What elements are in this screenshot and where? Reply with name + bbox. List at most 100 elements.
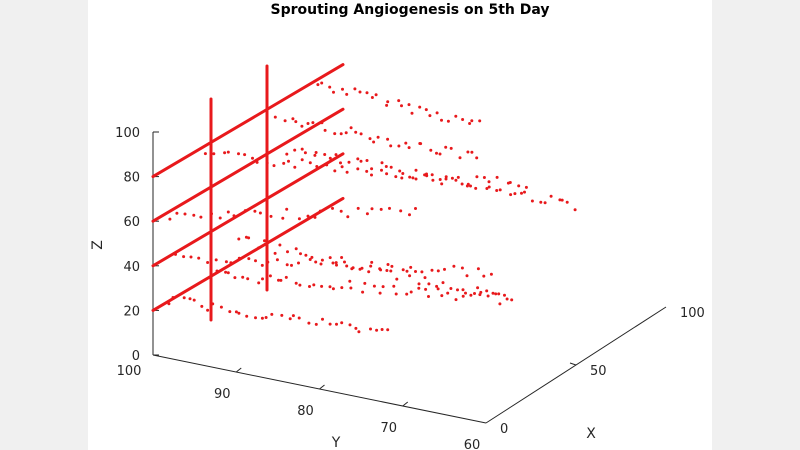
vessel-horizontal-line xyxy=(151,196,345,312)
sprout-point xyxy=(328,322,332,326)
sprout-point xyxy=(334,153,338,157)
sprout-point xyxy=(385,103,389,107)
y-axis-label: Y xyxy=(331,435,341,450)
sprout-point xyxy=(449,146,453,150)
sprout-point xyxy=(380,168,383,172)
sprout-point xyxy=(446,119,450,123)
sprout-point xyxy=(420,270,424,274)
z-tick-label: 20 xyxy=(123,304,140,319)
sprout-point xyxy=(359,132,363,136)
sprout-point xyxy=(234,310,238,314)
sprout-point xyxy=(424,287,428,291)
scatter-3d-plot: Sprouting Angiogenesis on 5th Day 0 20 40 6… xyxy=(90,2,705,450)
z-tick-label: 40 xyxy=(123,260,140,275)
sprout-point xyxy=(345,92,349,96)
sprout-point xyxy=(444,175,448,179)
sprout-point xyxy=(297,217,301,221)
sprout-point xyxy=(379,207,383,211)
sprout-point xyxy=(495,189,499,192)
sprout-point xyxy=(237,237,241,241)
sprout-point xyxy=(400,176,404,180)
sprout-point xyxy=(308,285,311,288)
y-tick-label: 100 xyxy=(117,364,142,379)
sprout-point xyxy=(346,215,350,219)
sprout-point xyxy=(523,190,526,194)
sprout-point xyxy=(392,284,396,288)
sprout-point xyxy=(440,294,444,298)
sprout-point xyxy=(369,327,372,331)
sprout-point xyxy=(491,291,495,295)
sprout-point xyxy=(475,175,479,179)
y-tick-label: 90 xyxy=(214,387,231,402)
sprout-point xyxy=(423,276,427,280)
sprout-point xyxy=(246,277,250,281)
sprout-point xyxy=(264,316,268,319)
sprout-point xyxy=(319,262,323,266)
sprout-point xyxy=(247,257,251,261)
sprout-point xyxy=(286,250,289,254)
sprout-point xyxy=(410,111,414,115)
sprout-point xyxy=(237,311,241,315)
y-tick-mark xyxy=(235,367,242,373)
sprout-point xyxy=(192,213,196,217)
sprout-point xyxy=(291,117,295,121)
sprout-point xyxy=(482,274,486,278)
x-tick-label: 100 xyxy=(680,306,705,321)
sprout-point xyxy=(399,209,403,213)
sprout-point xyxy=(461,118,465,121)
sprout-point xyxy=(333,132,337,136)
sprout-point xyxy=(334,261,338,265)
sprout-point xyxy=(495,175,499,179)
sprout-point xyxy=(385,172,389,176)
sprout-point xyxy=(300,147,304,151)
sprout-point xyxy=(409,290,413,294)
sprout-point xyxy=(206,261,210,264)
sprout-point xyxy=(443,267,446,271)
sprout-point xyxy=(438,178,442,181)
sprout-point xyxy=(389,144,393,148)
sprout-point xyxy=(365,91,369,95)
sprout-point xyxy=(308,161,312,165)
sprout-point xyxy=(339,209,343,213)
sprout-point xyxy=(389,269,393,273)
sprout-point xyxy=(212,152,216,156)
sprout-point xyxy=(354,130,358,134)
sprout-point xyxy=(385,269,389,272)
sprout-point xyxy=(390,264,394,268)
sprout-point xyxy=(381,285,385,289)
sprout-point xyxy=(365,212,369,216)
sprout-point xyxy=(314,322,318,326)
sprout-point xyxy=(359,159,363,163)
sprout-point xyxy=(475,156,479,160)
sprout-point xyxy=(297,261,300,265)
sprout-point xyxy=(436,287,440,291)
sprout-point xyxy=(293,165,297,169)
sprout-point xyxy=(298,283,302,287)
sprout-point xyxy=(272,164,276,168)
sprout-point xyxy=(370,96,374,99)
sprout-point xyxy=(469,184,472,188)
sprout-point xyxy=(372,284,376,288)
sprout-point xyxy=(395,277,399,281)
sprout-point xyxy=(363,281,367,285)
sprout-point xyxy=(245,314,249,318)
sprout-point xyxy=(428,114,432,118)
sprout-point xyxy=(510,298,514,302)
sprout-point xyxy=(408,213,411,217)
sprout-point xyxy=(435,151,438,155)
sprout-point xyxy=(251,156,254,160)
sprout-point xyxy=(397,144,401,148)
sprout-point xyxy=(282,161,286,165)
sprout-point xyxy=(375,328,379,332)
sprout-point xyxy=(344,131,348,135)
sprout-point xyxy=(328,285,332,289)
sprout-point xyxy=(168,217,172,221)
sprout-point xyxy=(285,263,289,267)
sprout-point xyxy=(226,150,230,154)
sprout-point xyxy=(254,259,257,263)
sprout-point xyxy=(407,146,411,150)
sprout-point xyxy=(328,256,332,260)
sprout-point xyxy=(182,255,186,259)
sprout-point xyxy=(370,207,374,211)
sprout-point xyxy=(197,256,201,260)
